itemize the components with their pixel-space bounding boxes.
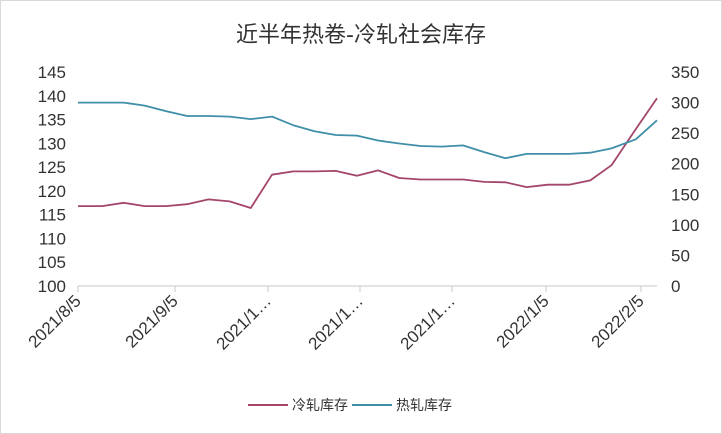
x-tick-label: 2021/1… <box>397 291 459 353</box>
x-tick-label: 2021/9/5 <box>122 291 182 351</box>
y-right-tick-label: 50 <box>671 246 690 265</box>
y-right-tick-label: 300 <box>671 94 699 113</box>
series-line-cold-rolled <box>78 97 658 209</box>
y-left-tick-label: 110 <box>39 229 66 248</box>
x-tick-label: 2021/1… <box>305 291 367 353</box>
y-right-tick-label: 200 <box>671 155 699 174</box>
y-left-tick-label: 120 <box>38 182 66 201</box>
x-tick-label: 2022/1/5 <box>493 291 553 351</box>
y-left-tick-label: 100 <box>38 277 66 296</box>
y-left-tick-label: 130 <box>38 134 66 153</box>
y-left-tick-label: 145 <box>38 63 66 82</box>
y-left-tick-label: 135 <box>38 111 66 130</box>
chart-title: 近半年热卷-冷轧社会库存 <box>236 23 486 48</box>
y-left-tick-label: 125 <box>38 158 66 177</box>
x-tick-label: 2021/1… <box>213 291 275 353</box>
y-right-tick-label: 350 <box>671 63 699 82</box>
x-tick-label: 2021/8/5 <box>25 291 85 351</box>
y-right-tick-label: 100 <box>671 216 699 235</box>
legend-label: 热轧库存 <box>396 398 452 414</box>
legend-label: 冷轧库存 <box>292 398 348 414</box>
series-line-hot-rolled <box>78 101 658 160</box>
y-right-tick-label: 0 <box>671 277 680 296</box>
y-right-tick-label: 250 <box>671 124 699 143</box>
y-left-tick-label: 115 <box>39 206 66 225</box>
x-tick-label: 2022/2/5 <box>588 291 648 351</box>
y-right-tick-label: 150 <box>671 185 699 204</box>
y-left-tick-label: 140 <box>38 87 66 106</box>
y-left-tick-label: 105 <box>38 253 66 272</box>
